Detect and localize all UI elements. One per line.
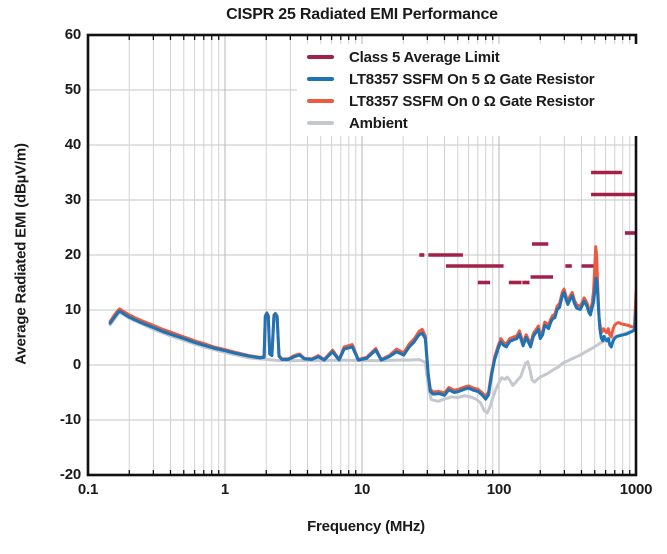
x-tick-label: 1000	[619, 481, 653, 498]
legend-swatch-orange-line	[307, 99, 334, 103]
x-axis-label: Frequency (MHz)	[307, 518, 425, 535]
legend: Class 5 Average Limit LT8357 SSFM On 5 Ω…	[297, 44, 658, 136]
legend-item-ssfm-0ohm: LT8357 SSFM On 0 Ω Gate Resistor	[307, 90, 658, 112]
legend-label: LT8357 SSFM On 0 Ω Gate Resistor	[349, 92, 595, 110]
legend-swatch-ambient-line	[307, 121, 334, 125]
legend-item-ssfm-5ohm: LT8357 SSFM On 5 Ω Gate Resistor	[307, 68, 658, 90]
x-tick-label: 10	[353, 481, 371, 498]
legend-label: Ambient	[349, 114, 408, 132]
emi-curves	[108, 245, 636, 415]
plot-frame	[86, 33, 638, 477]
x-tick-label: 100	[486, 481, 512, 498]
legend-label: Class 5 Average Limit	[349, 48, 500, 66]
y-tick-label: 50	[64, 81, 81, 98]
y-tick-label: 10	[64, 301, 81, 318]
y-tick-label: 0	[72, 356, 81, 373]
legend-swatch-limit-line	[307, 55, 334, 59]
chart-title: CISPR 25 Radiated EMI Performance	[226, 6, 498, 23]
y-tick-label: 20	[64, 246, 81, 263]
y-tick-label: 40	[64, 136, 81, 153]
y-tick-label: -20	[59, 466, 81, 483]
y-tick-label: -10	[59, 411, 81, 428]
legend-swatch-blue-line	[307, 77, 334, 81]
series-ambient	[108, 310, 636, 415]
x-tick-label: 1	[220, 481, 230, 498]
y-tick-label: 30	[64, 191, 81, 208]
legend-label: LT8357 SSFM On 5 Ω Gate Resistor	[349, 70, 595, 88]
class5-average-limit-segments	[419, 170, 636, 285]
y-tick-label: 60	[64, 26, 81, 43]
x-tick-label: 0.1	[77, 481, 99, 498]
series-lt8357-ssfm-on-0-gate-resistor	[108, 245, 636, 398]
series-lt8357-ssfm-on-5-gate-resistor	[108, 276, 636, 401]
legend-item-class5-limit: Class 5 Average Limit	[307, 46, 658, 68]
legend-item-ambient: Ambient	[307, 112, 658, 134]
